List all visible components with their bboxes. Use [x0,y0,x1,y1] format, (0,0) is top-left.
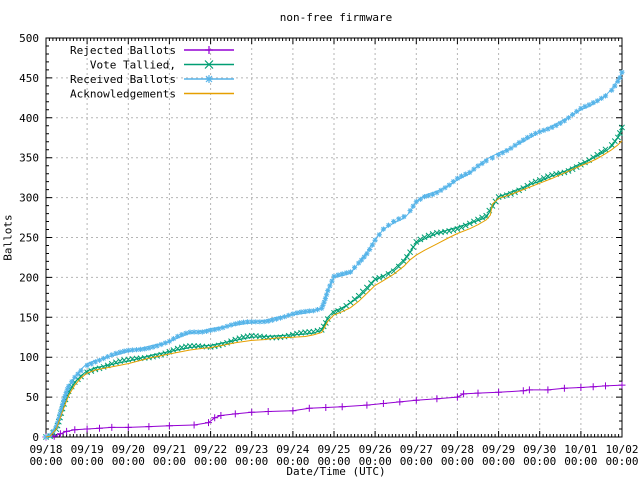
chart-title: non-free firmware [279,11,393,24]
x-tick-time: 00:00 [564,455,597,468]
x-tick-date: 09/29 [482,443,515,456]
x-tick-time: 00:00 [441,455,474,468]
legend-label-acknowledgements: Acknowledgements [70,88,176,101]
y-tick-label: 200 [19,271,39,284]
y-tick-label: 500 [19,32,39,45]
x-tick-date: 09/22 [194,443,227,456]
legend-label-rejected: Rejected Ballots [70,44,176,57]
x-tick-date: 09/26 [359,443,392,456]
series-acknowledgements [45,140,623,438]
x-tick-time: 00:00 [276,455,309,468]
legend-sample-marker-received [205,75,213,83]
x-tick-time: 00:00 [29,455,62,468]
x-tick-time: 00:00 [359,455,392,468]
y-tick-label: 50 [26,391,39,404]
plot-border [45,37,623,438]
legend-sample-marker-rejected [205,46,213,54]
y-tick-label: 400 [19,112,39,125]
series-markers-tallied [43,124,625,440]
y-tick-label: 350 [19,152,39,165]
x-tick-time: 00:00 [523,455,556,468]
x-tick-time: 00:00 [71,455,104,468]
y-tick-label: 250 [19,232,39,245]
legend: Rejected Ballots Vote Tallied,Received Ba… [70,44,234,101]
legend-label-tallied: Vote Tallied, [90,59,176,72]
y-tick-label: 0 [32,431,39,444]
x-tick-date: 09/30 [523,443,556,456]
y-tick-label: 450 [19,72,39,85]
series-line-acknowledgements [45,140,623,438]
legend-label-received: Received Ballots [70,73,176,86]
x-tick-date: 10/01 [564,443,597,456]
x-tick-time: 00:00 [112,455,145,468]
legend-sample-marker-tallied [204,60,214,69]
x-tick-time: 00:00 [605,455,638,468]
x-tick-date: 09/23 [235,443,268,456]
x-tick-date: 09/21 [153,443,186,456]
x-tick-date: 09/19 [71,443,104,456]
x-tick-date: 09/28 [441,443,474,456]
y-tick-label: 150 [19,311,39,324]
x-tick-date: 09/24 [276,443,309,456]
y-tick-label: 300 [19,192,39,205]
y-tick-labels: 0 50 100 150 200 250 300 350 400 450 500 [19,32,39,444]
grid-lines [46,38,622,437]
x-tick-time: 00:00 [194,455,227,468]
x-tick-date: 10/02 [605,443,638,456]
x-tick-date: 09/25 [317,443,350,456]
y-tick-label: 100 [19,351,39,364]
x-tick-time: 00:00 [400,455,433,468]
x-axis-label: Date/Time (UTC) [286,465,386,478]
x-tick-time: 00:00 [317,455,350,468]
x-tick-date: 09/20 [112,443,145,456]
x-tick-time: 00:00 [235,455,268,468]
x-tick-time: 00:00 [482,455,515,468]
x-tick-date: 09/18 [29,443,62,456]
x-tick-time: 00:00 [153,455,186,468]
y-axis-label: Ballots [1,214,15,261]
series-tallied [43,124,625,440]
x-tick-date: 09/27 [400,443,433,456]
x-tick-labels: 09/1800:0009/1900:0009/2000:0009/2100:00… [29,443,638,468]
